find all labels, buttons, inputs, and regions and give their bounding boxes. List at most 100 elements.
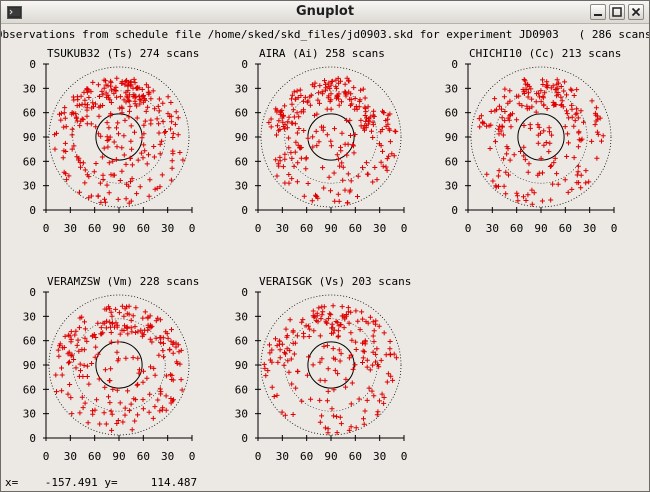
close-button[interactable] xyxy=(628,4,644,20)
scan-marker xyxy=(176,349,182,355)
scan-marker xyxy=(164,331,170,337)
scan-marker xyxy=(538,155,544,161)
scan-marker xyxy=(124,181,130,187)
scan-marker xyxy=(178,377,184,383)
scan-marker xyxy=(121,152,127,158)
scan-marker xyxy=(525,169,531,175)
scan-marker xyxy=(146,193,152,199)
scan-marker xyxy=(521,194,526,200)
scan-marker xyxy=(311,328,317,334)
x-tick-label: 30 xyxy=(486,222,499,235)
scan-marker xyxy=(364,364,370,370)
scan-marker xyxy=(76,373,82,379)
scan-marker xyxy=(565,189,571,195)
scan-marker xyxy=(92,354,98,360)
scan-marker xyxy=(175,342,181,348)
scan-marker xyxy=(336,102,342,108)
minimize-button[interactable] xyxy=(590,4,606,20)
x-tick-label: 60 xyxy=(137,450,150,463)
scan-marker xyxy=(274,392,280,398)
scan-marker xyxy=(544,106,550,111)
maximize-button[interactable] xyxy=(609,4,625,20)
scan-marker xyxy=(93,335,99,340)
scan-marker xyxy=(53,372,59,378)
scan-marker xyxy=(575,163,581,169)
scan-marker xyxy=(600,133,606,139)
scan-marker xyxy=(119,81,125,86)
scan-marker xyxy=(71,143,77,149)
scan-marker xyxy=(353,347,359,352)
scan-marker xyxy=(348,330,354,336)
scan-marker xyxy=(112,324,117,330)
scan-marker xyxy=(319,413,325,419)
scan-marker xyxy=(324,398,330,404)
scan-marker xyxy=(367,114,373,120)
y-tick-label: 60 xyxy=(23,383,36,396)
scan-marker xyxy=(151,365,157,371)
scan-marker xyxy=(518,149,523,154)
scan-marker xyxy=(156,108,162,114)
scan-marker xyxy=(538,130,543,136)
scan-marker xyxy=(62,140,68,146)
scan-marker xyxy=(152,186,158,192)
scan-marker xyxy=(145,315,151,321)
scan-marker xyxy=(108,111,114,117)
scan-marker xyxy=(297,145,303,151)
y-tick-label: 90 xyxy=(23,359,36,372)
scan-marker xyxy=(392,128,398,134)
scan-marker xyxy=(105,144,111,150)
scan-marker xyxy=(130,355,136,361)
scan-marker xyxy=(282,412,288,418)
scan-marker xyxy=(540,82,546,87)
scan-marker xyxy=(327,311,333,317)
scan-marker xyxy=(298,93,304,98)
scan-marker xyxy=(316,139,322,145)
scan-marker xyxy=(77,410,83,416)
x-tick-label: 30 xyxy=(583,222,596,235)
title-bar[interactable]: Gnuplot xyxy=(1,1,649,24)
scan-marker xyxy=(68,339,74,345)
scan-marker xyxy=(148,117,154,123)
scan-marker xyxy=(126,408,132,414)
plot-canvas[interactable]: Observations from schedule file /home/sk… xyxy=(1,24,649,491)
scan-marker xyxy=(132,129,137,135)
scan-marker xyxy=(162,130,168,136)
scan-marker xyxy=(86,381,92,387)
scan-marker xyxy=(280,119,286,125)
scan-marker xyxy=(363,160,369,166)
scan-marker xyxy=(372,321,378,327)
scan-marker xyxy=(76,325,82,331)
scan-marker xyxy=(361,416,366,422)
scan-marker xyxy=(273,106,279,112)
scan-marker xyxy=(499,106,504,112)
scan-marker xyxy=(74,103,80,109)
scan-marker xyxy=(367,367,373,373)
scan-marker xyxy=(575,169,581,175)
scan-marker xyxy=(353,425,359,431)
scan-marker xyxy=(93,124,99,130)
scan-marker xyxy=(60,345,66,351)
scan-marker xyxy=(363,109,369,115)
scan-marker xyxy=(285,358,291,364)
scan-marker xyxy=(158,335,164,341)
scan-marker xyxy=(124,325,130,331)
scan-marker xyxy=(113,157,119,162)
scan-marker xyxy=(101,145,107,151)
scan-marker xyxy=(129,176,135,182)
scan-marker xyxy=(139,87,145,92)
scan-marker xyxy=(342,187,348,193)
scan-marker xyxy=(102,196,107,202)
scan-marker xyxy=(275,123,280,129)
scan-marker xyxy=(123,355,129,361)
x-tick-label: 0 xyxy=(255,222,262,235)
scan-marker xyxy=(322,425,328,431)
panel-label: VERAISGK (Vs) 203 scans xyxy=(259,275,411,288)
scan-marker xyxy=(339,130,345,136)
scan-marker xyxy=(82,319,87,325)
scan-marker xyxy=(314,143,320,149)
scan-marker xyxy=(360,165,365,171)
x-tick-label: 90 xyxy=(534,222,547,235)
scan-marker xyxy=(576,137,582,143)
scan-marker xyxy=(331,170,337,176)
